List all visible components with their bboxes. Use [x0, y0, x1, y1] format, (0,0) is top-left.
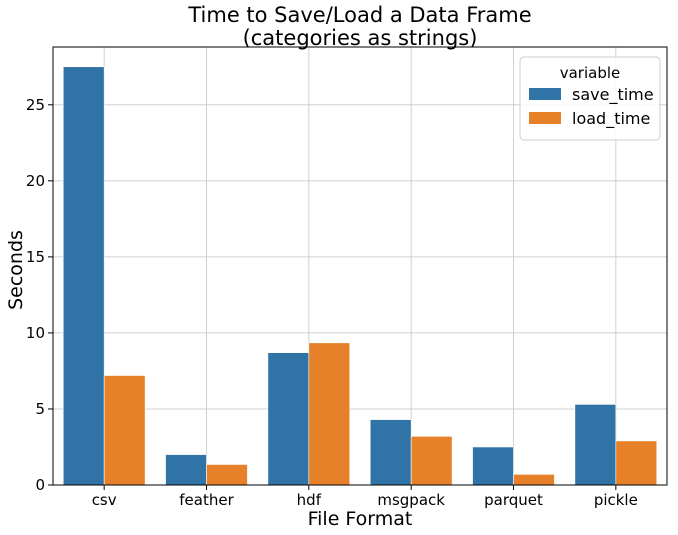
- bar-load_time-hdf: [308, 342, 351, 486]
- bar-save_time-hdf: [267, 352, 310, 486]
- legend-label-load_time: load_time: [572, 109, 650, 129]
- y-tick-label: 0: [35, 476, 45, 494]
- y-tick-label: 5: [35, 400, 45, 418]
- legend-swatch-load_time: [529, 112, 561, 124]
- x-tick-label: feather: [179, 491, 234, 509]
- bar-save_time-csv: [62, 66, 105, 486]
- bars: [62, 66, 658, 486]
- y-tick-label: 20: [26, 172, 45, 190]
- chart-title-line2: (categories as strings): [243, 26, 478, 50]
- bar-load_time-parquet: [513, 474, 555, 486]
- plot-frame: [52, 46, 668, 486]
- x-tick-label: hdf: [297, 491, 322, 509]
- bar-save_time-feather: [165, 454, 207, 486]
- ticks: 0 5 10 15 20 25 csv feather hdf msgpack parquet pic…: [26, 96, 638, 509]
- legend-title: variable: [560, 64, 621, 82]
- legend-swatch-save_time: [529, 88, 561, 100]
- bar-save_time-pickle: [574, 404, 617, 486]
- bar-save_time-msgpack: [369, 419, 412, 486]
- bar-save_time-parquet: [472, 446, 514, 486]
- x-tick-label: parquet: [484, 491, 543, 509]
- legend-label-save_time: save_time: [572, 85, 654, 105]
- bar-load_time-pickle: [615, 440, 658, 486]
- y-axis-label: Seconds: [5, 230, 27, 310]
- y-tick-label: 25: [26, 96, 45, 114]
- y-tick-label: 15: [26, 248, 45, 266]
- x-tick-label: pickle: [594, 491, 638, 509]
- bar-load_time-csv: [103, 375, 146, 486]
- legend: variable save_time load_time: [519, 56, 661, 141]
- x-axis-label: File Format: [308, 508, 413, 530]
- bar-load_time-msgpack: [410, 436, 453, 486]
- bar-load_time-feather: [206, 464, 248, 486]
- chart-title-line1: Time to Save/Load a Data Frame: [187, 3, 531, 27]
- y-tick-label: 10: [26, 324, 45, 342]
- x-tick-label: csv: [92, 491, 117, 509]
- x-tick-label: msgpack: [377, 491, 445, 509]
